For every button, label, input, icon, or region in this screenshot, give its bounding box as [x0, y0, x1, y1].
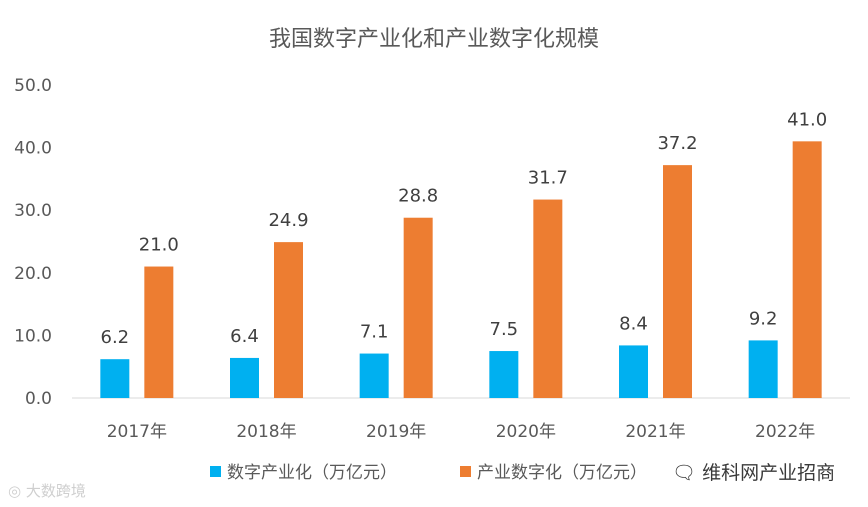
bar [663, 165, 692, 398]
y-tick-label: 0.0 [25, 389, 52, 409]
watermark-left: ◎ 大数跨境 [8, 480, 86, 501]
watermark-right-text: 维科网产业招商 [702, 462, 836, 484]
data-label: 6.4 [230, 326, 259, 347]
y-tick-label: 40.0 [14, 139, 52, 159]
x-tick-label: 2017年 [107, 422, 167, 442]
bar [359, 353, 389, 398]
bar [748, 340, 778, 398]
x-tick-label: 2018年 [236, 422, 296, 442]
watermark-left-logo-icon: ◎ [8, 482, 22, 500]
x-tick-label: 2022年 [755, 422, 815, 442]
data-label: 31.7 [528, 168, 568, 189]
bar [403, 217, 433, 398]
watermark-left-text: 大数跨境 [25, 482, 86, 500]
legend-swatch [460, 466, 471, 477]
chart-title: 我国数字产业化和产业数字化规模 [269, 27, 599, 52]
y-tick-label: 10.0 [14, 326, 52, 346]
bar [533, 199, 563, 398]
data-label: 28.8 [398, 186, 438, 207]
data-label: 37.2 [657, 133, 697, 154]
data-label: 9.2 [749, 308, 778, 329]
data-label: 7.5 [490, 319, 519, 340]
y-tick-label: 30.0 [14, 201, 52, 221]
y-tick-label: 50.0 [14, 76, 52, 96]
data-label: 6.2 [101, 327, 130, 348]
data-label: 41.0 [787, 109, 827, 130]
y-axis: 0.0 10.0 20.0 30.0 40.0 50.0 [14, 76, 52, 409]
data-label: 8.4 [619, 313, 648, 334]
y-tick-label: 20.0 [14, 264, 52, 284]
legend-label: 产业数字化（万亿元） [477, 463, 647, 483]
data-label: 21.0 [139, 235, 179, 256]
bar [100, 359, 130, 398]
bar [230, 357, 259, 398]
data-label: 24.9 [268, 210, 308, 231]
bar [489, 351, 519, 398]
wechat-icon: 🗨 [672, 462, 697, 484]
legend-label: 数字产业化（万亿元） [227, 463, 397, 483]
bars: 6.2 21.0 6.4 24.9 7.1 28.8 7.5 31.7 8.4 37.2 9.2 41… [100, 109, 827, 398]
bar [144, 266, 174, 398]
x-tick-label: 2021年 [625, 422, 685, 442]
x-axis: 2017年 2018年 2019年 2020年 2021年 2022年 [107, 422, 816, 442]
data-label: 7.1 [360, 322, 389, 343]
bar [792, 141, 822, 398]
x-tick-label: 2020年 [496, 422, 556, 442]
legend: 数字产业化（万亿元） 产业数字化（万亿元） [210, 463, 647, 483]
bar [274, 242, 303, 398]
bar [619, 345, 648, 398]
watermark-right: 🗨 维科网产业招商 [672, 458, 835, 485]
x-tick-label: 2019年 [366, 422, 426, 442]
legend-swatch [210, 466, 221, 477]
